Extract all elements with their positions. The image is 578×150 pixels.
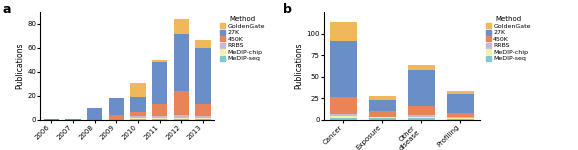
Bar <box>174 34 189 91</box>
Bar <box>131 119 146 120</box>
Bar <box>195 48 210 104</box>
Bar <box>329 97 357 114</box>
Bar <box>174 115 189 118</box>
Bar <box>369 96 396 100</box>
Bar <box>152 118 167 119</box>
Bar <box>369 111 396 117</box>
Y-axis label: Publications: Publications <box>294 43 303 89</box>
Bar <box>407 117 435 118</box>
Bar <box>195 118 210 119</box>
Bar <box>407 106 435 115</box>
Bar <box>44 119 59 120</box>
Bar <box>447 119 474 120</box>
Bar <box>447 118 474 119</box>
Bar <box>407 70 435 106</box>
Bar <box>329 118 357 120</box>
Bar <box>195 40 210 48</box>
Bar <box>174 19 189 34</box>
Bar <box>109 98 124 115</box>
Bar <box>195 119 210 120</box>
Legend: GoldenGate, 27K, 450K, RRBS, MeDIP-chip, MeDIP-seq: GoldenGate, 27K, 450K, RRBS, MeDIP-chip,… <box>484 15 532 63</box>
Bar <box>329 116 357 118</box>
Bar <box>131 116 146 118</box>
Bar <box>131 97 146 112</box>
Bar <box>131 83 146 97</box>
Bar <box>407 118 435 120</box>
Bar <box>131 118 146 119</box>
Legend: GoldenGate, 27K, 450K, RRBS, MeDIP-chip, MeDIP-seq: GoldenGate, 27K, 450K, RRBS, MeDIP-chip,… <box>218 15 266 63</box>
Text: b: b <box>283 3 292 16</box>
Bar <box>447 117 474 118</box>
Bar <box>152 116 167 118</box>
Bar <box>329 114 357 116</box>
Bar <box>369 117 396 118</box>
Bar <box>447 94 474 113</box>
Bar <box>447 113 474 117</box>
Bar <box>195 104 210 116</box>
Bar <box>174 119 189 120</box>
Bar <box>195 116 210 118</box>
Bar <box>109 115 124 120</box>
Bar <box>65 119 80 120</box>
Bar <box>152 104 167 116</box>
Bar <box>152 60 167 62</box>
Bar <box>369 100 396 111</box>
Bar <box>131 112 146 116</box>
Bar <box>407 65 435 70</box>
Text: a: a <box>2 3 11 16</box>
Bar <box>407 115 435 117</box>
Bar <box>174 118 189 119</box>
Bar <box>369 118 396 120</box>
Bar <box>152 119 167 120</box>
Bar <box>447 92 474 94</box>
Bar <box>329 21 357 40</box>
Bar <box>87 108 102 120</box>
Y-axis label: Publications: Publications <box>16 43 24 89</box>
Bar <box>174 91 189 115</box>
Bar <box>152 62 167 104</box>
Bar <box>329 40 357 97</box>
